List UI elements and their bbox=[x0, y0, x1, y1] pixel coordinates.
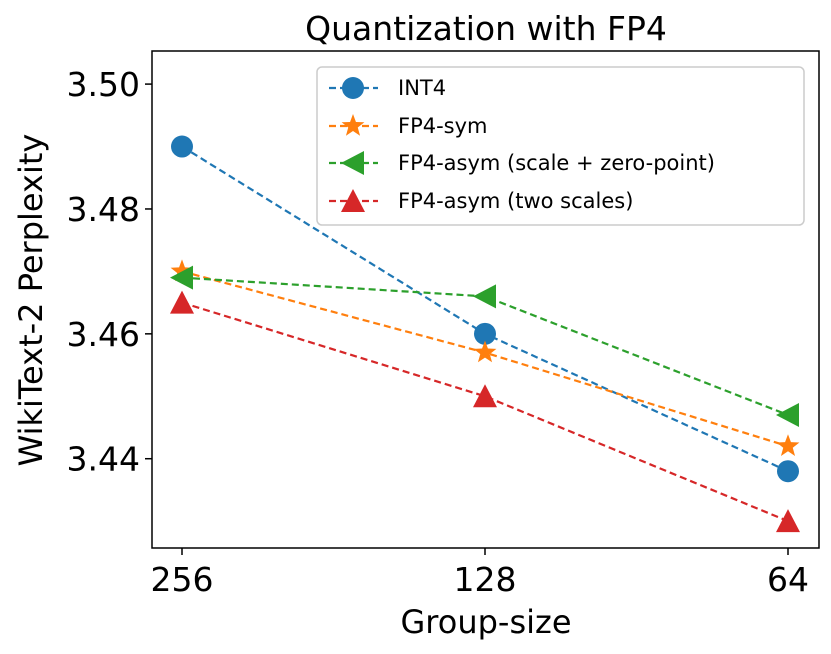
legend-marker bbox=[341, 114, 365, 136]
legend-frame bbox=[316, 66, 805, 226]
data-point bbox=[170, 259, 194, 282]
x-tick-label: 128 bbox=[454, 560, 517, 599]
legend-entry: FP4-asym (two scales) bbox=[329, 189, 633, 213]
legend-label: FP4-sym bbox=[398, 114, 488, 138]
x-axis-label: Group-size bbox=[400, 603, 571, 641]
x-axis: 256 128 64 bbox=[151, 548, 809, 599]
data-point bbox=[171, 135, 193, 158]
series-line bbox=[181, 301, 789, 523]
x-tick-label: 256 bbox=[151, 560, 214, 599]
series-fp4-asym-scale-zero-point bbox=[170, 265, 799, 428]
data-point bbox=[170, 290, 194, 314]
data-point bbox=[474, 322, 496, 345]
data-point bbox=[776, 509, 800, 533]
legend-entry: FP4-sym bbox=[329, 114, 488, 138]
legend-entry: INT4 bbox=[329, 76, 446, 100]
data-point bbox=[473, 384, 497, 408]
y-axis: 3.44 3.46 3.48 3.50 bbox=[67, 65, 152, 479]
x-tick-label: 64 bbox=[767, 560, 809, 599]
legend-entry: FP4-asym (scale + zero-point) bbox=[329, 151, 715, 175]
y-tick-label: 3.46 bbox=[67, 315, 140, 354]
series-fp4-sym bbox=[170, 259, 800, 456]
legend-label: INT4 bbox=[398, 76, 446, 100]
y-tick-label: 3.44 bbox=[67, 440, 140, 479]
data-point bbox=[473, 340, 497, 363]
legend: INT4 FP4-sym FP4-asym (scale + zero-point)… bbox=[316, 66, 805, 226]
series-int4 bbox=[171, 135, 799, 483]
y-axis-label: WikiText-2 Perplexity bbox=[12, 134, 50, 467]
legend-marker bbox=[341, 189, 365, 212]
series-fp4-asym-two-scales bbox=[170, 290, 800, 533]
y-tick-label: 3.50 bbox=[67, 65, 140, 104]
series-layer bbox=[170, 135, 800, 533]
data-point bbox=[170, 265, 193, 290]
data-point bbox=[776, 434, 800, 456]
y-tick-label: 3.48 bbox=[67, 190, 140, 229]
data-point bbox=[776, 403, 799, 428]
data-point bbox=[777, 460, 799, 483]
chart-title: Quantization with FP4 bbox=[305, 9, 667, 48]
legend-marker bbox=[342, 77, 364, 99]
legend-label: FP4-asym (two scales) bbox=[398, 189, 633, 213]
legend-marker bbox=[341, 151, 364, 175]
legend-label: FP4-asym (scale + zero-point) bbox=[398, 151, 715, 175]
data-point bbox=[473, 284, 496, 309]
